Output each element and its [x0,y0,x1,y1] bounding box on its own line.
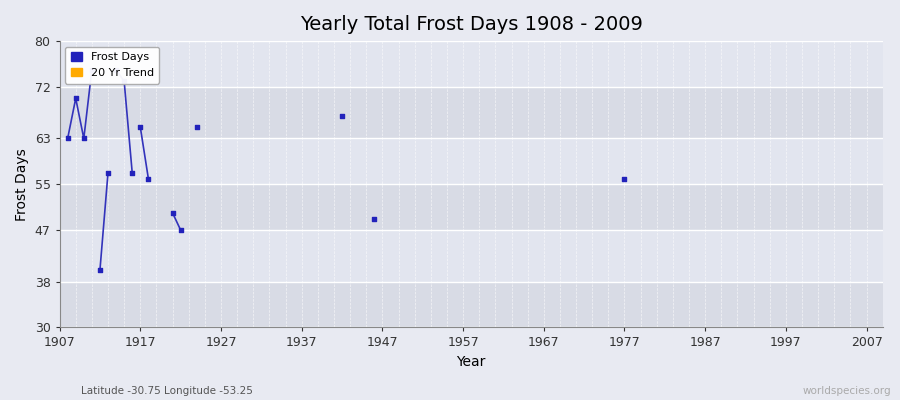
Bar [59,87,883,138]
Bar [59,138,883,184]
Point [190,124,204,130]
X-axis label: Year: Year [456,355,486,369]
Bar [59,230,883,282]
Text: Latitude -30.75 Longitude -53.25: Latitude -30.75 Longitude -53.25 [81,386,253,396]
Bar [59,41,883,87]
Point [68,95,83,102]
Point [617,175,632,182]
Legend: Frost Days, 20 Yr Trend: Frost Days, 20 Yr Trend [65,47,159,84]
Point [335,112,349,119]
Point [76,135,91,142]
Point [141,175,156,182]
Bar [59,282,883,328]
Point [174,227,188,233]
Bar [59,184,883,230]
Title: Yearly Total Frost Days 1908 - 2009: Yearly Total Frost Days 1908 - 2009 [300,15,643,34]
Point [85,66,99,73]
Point [117,78,131,84]
Point [60,135,75,142]
Point [166,210,180,216]
Point [125,170,140,176]
Text: worldspecies.org: worldspecies.org [803,386,891,396]
Point [101,170,115,176]
Point [367,216,382,222]
Point [133,124,148,130]
Y-axis label: Frost Days: Frost Days [15,148,29,221]
Point [109,66,123,73]
Point [93,267,107,273]
